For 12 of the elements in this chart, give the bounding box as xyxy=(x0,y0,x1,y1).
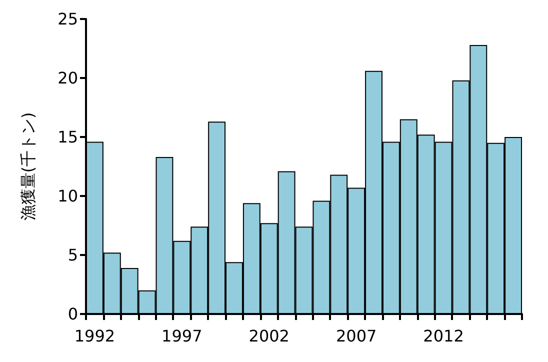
y-axis-title: 漁獲量(千トン) xyxy=(18,112,38,221)
x-tick-label: 2002 xyxy=(248,326,290,346)
y-tick-label: 0 xyxy=(68,304,78,324)
x-tick-label: 1997 xyxy=(162,326,202,346)
y-tick-label: 20 xyxy=(58,68,78,88)
y-tick-label: 25 xyxy=(58,10,78,28)
y-tick-label: 10 xyxy=(58,186,78,206)
y-tick-label: 5 xyxy=(68,246,78,264)
x-tick-label: 2012 xyxy=(423,326,464,346)
x-tick-label: 1992 xyxy=(74,326,116,346)
y-tick-label: 15 xyxy=(58,128,78,146)
x-tick-label: 2007 xyxy=(336,326,377,346)
